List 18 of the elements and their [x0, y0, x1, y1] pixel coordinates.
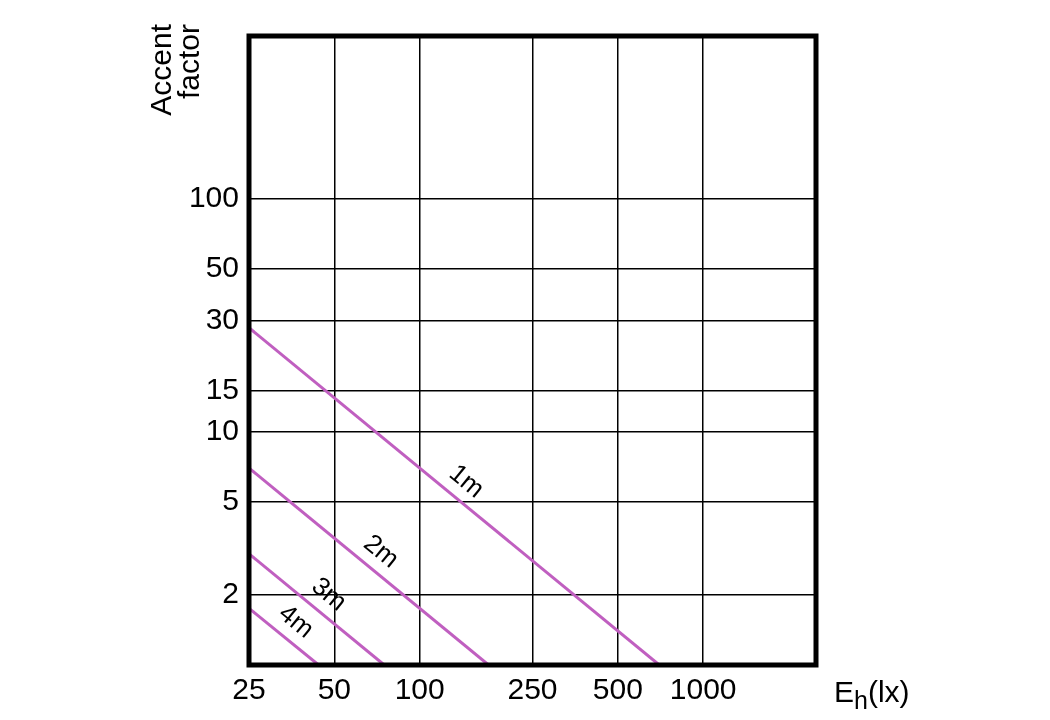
y-tick-label: 30	[205, 302, 239, 336]
y-tick-label: 2	[222, 576, 239, 610]
x-tick-label: 250	[507, 672, 558, 706]
y-tick-label: 15	[205, 372, 239, 406]
x-axis-title: E$_{h}$(lx)	[833, 674, 911, 716]
y-tick-label: 5	[222, 483, 239, 517]
text: 4m	[273, 597, 321, 644]
text: 2m	[358, 527, 406, 574]
text: 1m	[443, 457, 491, 504]
y-axis-title: Accent factor	[144, 23, 205, 116]
y-tick-label: 50	[205, 250, 239, 284]
x-tick-label: 25	[232, 672, 266, 706]
x-tick-label: 100	[394, 672, 445, 706]
x-tick-label: 50	[317, 672, 352, 706]
y-tick-label: 10	[205, 413, 239, 447]
x-tick-label: 500	[592, 672, 643, 706]
x-tick-label: 1000	[669, 672, 737, 706]
y-tick-label: 100	[188, 180, 239, 214]
